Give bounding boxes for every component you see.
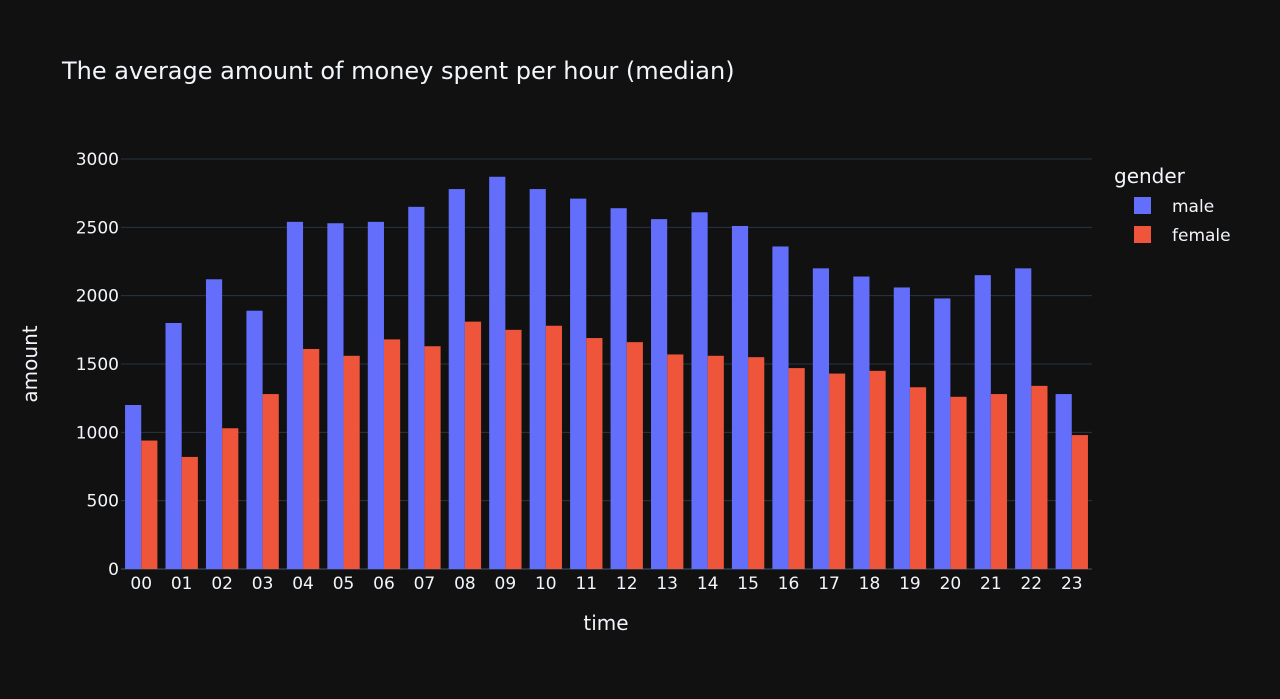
x-tick-label: 03	[252, 574, 274, 594]
bar-female[interactable]	[343, 355, 360, 569]
legend-swatch-male[interactable]	[1134, 197, 1151, 214]
y-tick-label: 2500	[76, 218, 119, 238]
bar-female[interactable]	[303, 348, 320, 569]
y-tick-label: 3000	[76, 150, 119, 170]
x-tick-label: 21	[980, 574, 1002, 594]
bar-female[interactable]	[222, 428, 239, 569]
x-tick-label: 06	[373, 574, 395, 594]
bar-male[interactable]	[165, 323, 182, 569]
bar-female[interactable]	[869, 370, 886, 569]
bar-male[interactable]	[489, 176, 506, 569]
bar-female[interactable]	[626, 342, 643, 569]
bar-male[interactable]	[286, 221, 304, 569]
x-tick-label: 12	[616, 574, 638, 594]
x-tick-label: 17	[818, 574, 840, 594]
bar-female[interactable]	[1031, 385, 1048, 569]
bar-male[interactable]	[1015, 268, 1032, 569]
x-tick-label: 10	[535, 574, 557, 594]
x-tick-label: 01	[171, 574, 193, 594]
x-tick-label: 00	[130, 574, 152, 594]
x-tick-label: 05	[333, 574, 355, 594]
bar-female[interactable]	[950, 396, 967, 569]
bar-female[interactable]	[586, 338, 603, 569]
bar-female[interactable]	[1071, 435, 1088, 569]
bar-male[interactable]	[205, 279, 223, 569]
x-tick-label: 15	[737, 574, 759, 594]
bar-female[interactable]	[990, 394, 1008, 569]
bar-female[interactable]	[464, 321, 482, 569]
bar-male[interactable]	[934, 298, 951, 569]
x-tick-label: 20	[940, 574, 962, 594]
bar-female[interactable]	[829, 373, 846, 569]
bar-male[interactable]	[327, 223, 344, 569]
x-tick-label: 14	[697, 574, 719, 594]
y-axis-ticks: 0 500 1000 1500 2000 2500 3000	[76, 150, 119, 580]
legend-label-male[interactable]: male	[1172, 197, 1214, 217]
bar-male[interactable]	[529, 189, 546, 570]
bar-female[interactable]	[667, 354, 684, 569]
bar-male[interactable]	[893, 287, 910, 569]
x-axis-title: time	[583, 611, 628, 635]
bar-male[interactable]	[448, 189, 465, 570]
x-axis-ticks: 00 01 02 03 04 05 06 07 08 09 10 11 12 13 14 15 16 17 18 19…	[130, 574, 1082, 594]
x-tick-label: 19	[899, 574, 921, 594]
bar-male[interactable]	[610, 208, 627, 569]
y-tick-label: 0	[108, 560, 119, 580]
bar-female[interactable]	[141, 440, 158, 569]
bar-male[interactable]	[812, 268, 830, 569]
bar-female[interactable]	[545, 325, 562, 569]
bar-male[interactable]	[570, 198, 587, 569]
x-tick-label: 11	[575, 574, 597, 594]
bar-male[interactable]	[246, 310, 263, 569]
y-tick-label: 1000	[76, 423, 119, 443]
bar-male[interactable]	[974, 275, 991, 569]
bar-male[interactable]	[691, 212, 708, 570]
x-tick-label: 18	[859, 574, 881, 594]
y-tick-label: 500	[87, 492, 119, 512]
bar-male[interactable]	[772, 246, 789, 569]
bar-male[interactable]	[853, 276, 870, 569]
bar-female[interactable]	[788, 368, 805, 569]
x-tick-label: 04	[292, 574, 314, 594]
y-tick-label: 2000	[76, 287, 119, 307]
x-tick-label: 16	[778, 574, 800, 594]
bar-female[interactable]	[383, 339, 401, 569]
legend-title: gender	[1114, 164, 1186, 188]
x-tick-label: 02	[211, 574, 233, 594]
grid-lines	[121, 158, 1092, 570]
bar-male[interactable]	[408, 206, 425, 570]
bar-female[interactable]	[181, 456, 198, 569]
bar-female[interactable]	[262, 394, 279, 569]
x-tick-label: 22	[1020, 574, 1042, 594]
legend: gender male female	[1114, 164, 1231, 246]
y-axis-title: amount	[18, 325, 42, 402]
bar-female[interactable]	[505, 329, 522, 569]
bar-male[interactable]	[731, 225, 749, 569]
legend-swatch-female[interactable]	[1134, 226, 1151, 243]
x-tick-label: 07	[414, 574, 436, 594]
bar-male[interactable]	[1055, 394, 1072, 569]
y-tick-label: 1500	[76, 355, 119, 375]
x-tick-label: 09	[495, 574, 517, 594]
bar-female[interactable]	[909, 387, 927, 569]
bar-female[interactable]	[707, 355, 724, 569]
bar-male[interactable]	[651, 219, 668, 569]
bars	[125, 176, 1088, 570]
legend-label-female[interactable]: female	[1172, 226, 1231, 246]
bar-female[interactable]	[748, 357, 765, 569]
bar-male[interactable]	[367, 221, 384, 569]
bar-female[interactable]	[424, 346, 441, 569]
x-tick-label: 08	[454, 574, 476, 594]
x-tick-label: 13	[656, 574, 678, 594]
x-tick-label: 23	[1061, 574, 1083, 594]
bar-male[interactable]	[125, 405, 142, 569]
chart-title: The average amount of money spent per ho…	[61, 57, 735, 85]
